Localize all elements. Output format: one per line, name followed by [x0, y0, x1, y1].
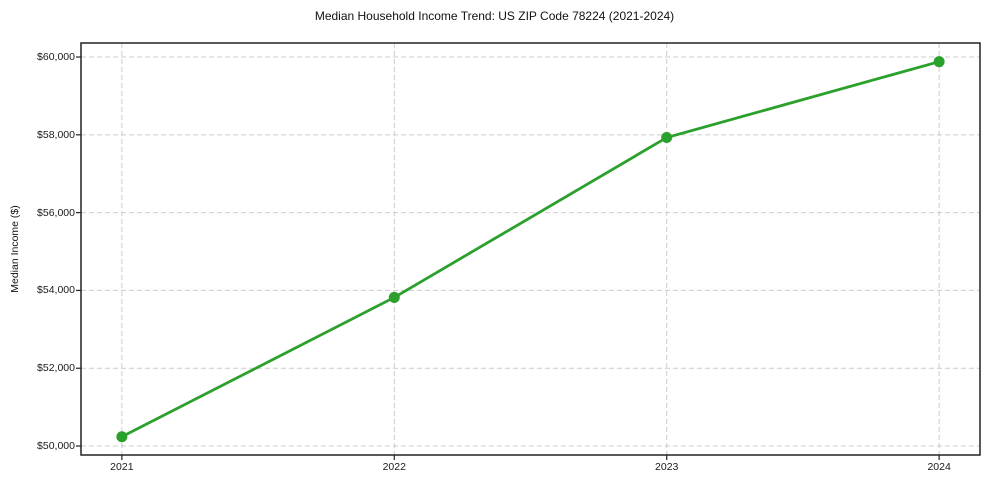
x-tick-label: 2022: [382, 461, 406, 473]
x-tick-label: 2024: [927, 461, 951, 473]
data-point-2022: [388, 291, 400, 303]
x-tick-label: 2023: [655, 461, 679, 473]
y-tick-label: $54,000: [37, 284, 75, 297]
y-tick-label: $58,000: [37, 128, 75, 141]
x-tick-label: 2021: [110, 461, 134, 473]
data-point-2021: [116, 431, 128, 443]
plot-border: [80, 42, 981, 456]
data-point-2023: [661, 132, 673, 144]
y-tick-label: $60,000: [37, 51, 75, 63]
y-tick-label: $50,000: [37, 440, 75, 453]
y-tick-label: $52,000: [37, 362, 75, 375]
trend-line: [121, 60, 940, 438]
chart-title: Median Household Income Trend: US ZIP Co…: [314, 9, 675, 23]
data-point-2024: [933, 56, 945, 68]
y-tick-label: $56,000: [37, 206, 75, 219]
